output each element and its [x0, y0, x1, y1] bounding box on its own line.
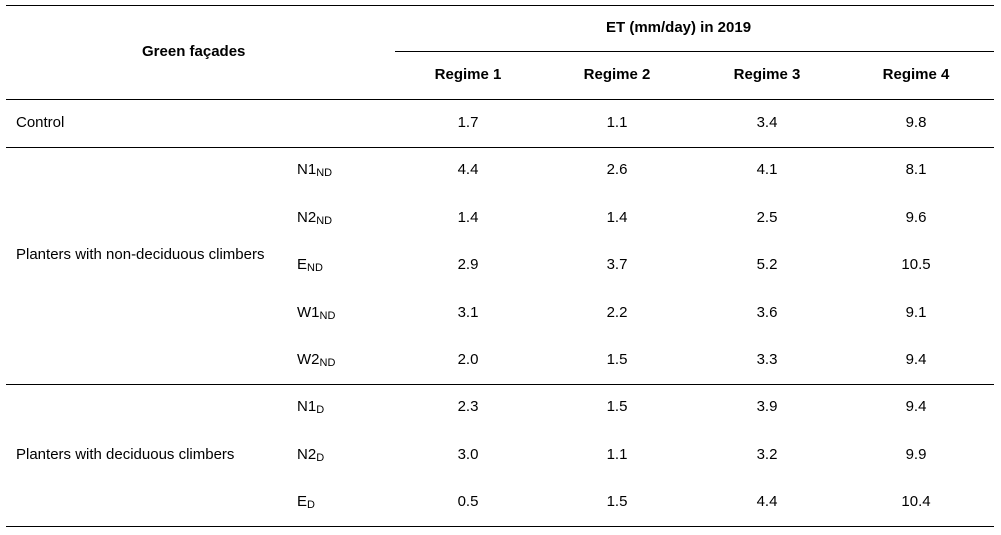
- table-cell: 9.4: [905, 398, 927, 415]
- table-cell: 3.0: [457, 446, 479, 463]
- column-header-regime-4: Regime 4: [882, 66, 950, 83]
- table-cell: 3.3: [756, 351, 778, 368]
- table-cell: 4.4: [457, 161, 479, 178]
- table-cell: 2.6: [606, 161, 628, 178]
- group-label-deciduous: Planters with deciduous climbers: [16, 446, 235, 463]
- table-cell: 2.2: [606, 304, 628, 321]
- table-cell: 3.7: [606, 256, 628, 273]
- column-header-regime-1: Regime 1: [434, 66, 502, 83]
- table-cell: 3.4: [756, 114, 778, 131]
- table-cell: 4.1: [756, 161, 778, 178]
- column-header-regime-2: Regime 2: [583, 66, 651, 83]
- table-cell: 8.1: [905, 161, 927, 178]
- row-code: W1ND: [297, 304, 336, 322]
- table-cell: 2.5: [756, 209, 778, 226]
- table-cell: 2.9: [457, 256, 479, 273]
- row-header-label: Green façades: [142, 43, 246, 60]
- table-cell: 3.1: [457, 304, 479, 321]
- table-cell: 1.5: [606, 351, 628, 368]
- table-cell: 0.5: [457, 493, 479, 510]
- row-code: N2ND: [297, 209, 333, 227]
- table-cell: 9.9: [905, 446, 927, 463]
- row-code: N1D: [297, 398, 325, 416]
- table-cell: 3.9: [756, 398, 778, 415]
- table-cell: 4.4: [756, 493, 778, 510]
- row-code: END: [297, 256, 323, 274]
- table-cell: 1.4: [606, 209, 628, 226]
- row-code: W2ND: [297, 351, 336, 369]
- row-code: ED: [297, 493, 315, 511]
- table-cell: 2.3: [457, 398, 479, 415]
- table-cell: 10.5: [901, 256, 931, 273]
- table-cell: 1.1: [606, 446, 628, 463]
- table-cell: 9.6: [905, 209, 927, 226]
- row-code: N1ND: [297, 161, 333, 179]
- bottom-rule: [6, 526, 994, 527]
- top-rule: [6, 5, 994, 6]
- table-cell: 2.0: [457, 351, 479, 368]
- table-cell: 1.7: [457, 114, 479, 131]
- table-cell: 9.4: [905, 351, 927, 368]
- header-bottom-rule: [6, 99, 994, 100]
- table-cell: 5.2: [756, 256, 778, 273]
- column-header-regime-3: Regime 3: [733, 66, 801, 83]
- table-cell: 1.1: [606, 114, 628, 131]
- row-label-control: Control: [16, 114, 65, 131]
- group-header-label: ET (mm/day) in 2019: [606, 19, 752, 36]
- group-header-rule: [395, 51, 994, 52]
- table-cell: 3.6: [756, 304, 778, 321]
- table-cell: 1.5: [606, 493, 628, 510]
- table-cell: 1.4: [457, 209, 479, 226]
- table-cell: 1.5: [606, 398, 628, 415]
- table-cell: 10.4: [901, 493, 931, 510]
- control-bottom-rule: [6, 147, 994, 148]
- group-label-non-deciduous: Planters with non-deciduous climbers: [16, 246, 265, 263]
- table-cell: 9.8: [905, 114, 927, 131]
- non-deciduous-bottom-rule: [6, 384, 994, 385]
- table-cell: 3.2: [756, 446, 778, 463]
- table-cell: 9.1: [905, 304, 927, 321]
- row-code: N2D: [297, 446, 325, 464]
